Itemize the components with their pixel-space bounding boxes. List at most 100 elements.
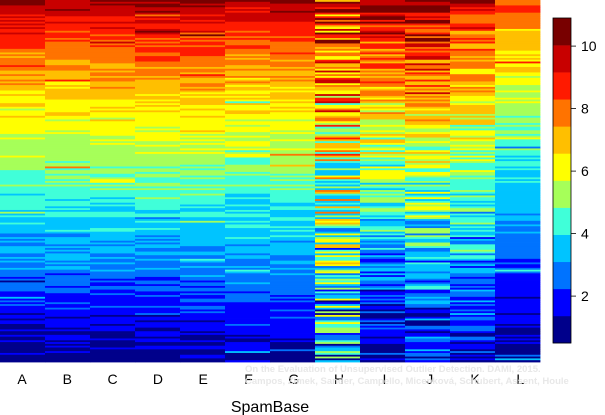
heatmap-cell — [405, 137, 451, 140]
heatmap-cell — [270, 173, 316, 176]
heatmap-cell — [180, 81, 226, 84]
heatmap-cell — [360, 260, 406, 263]
heatmap-cell — [0, 282, 46, 285]
heatmap-cell — [450, 117, 496, 120]
heatmap-cell — [495, 166, 541, 169]
heatmap-cell — [360, 182, 406, 186]
heatmap-cell — [225, 50, 271, 53]
heatmap-cell — [180, 74, 226, 77]
heatmap-cell — [225, 298, 271, 301]
heatmap-cell — [315, 228, 361, 231]
heatmap-cell — [180, 276, 226, 280]
heatmap-cell — [225, 65, 271, 68]
heatmap-cell — [315, 90, 361, 93]
x-tick-label: L — [516, 371, 524, 387]
heatmap-cell — [135, 291, 181, 294]
heatmap-cell — [315, 152, 361, 155]
x-tick-label: B — [63, 371, 72, 387]
heatmap-cell — [450, 285, 496, 289]
heatmap-cell — [225, 271, 271, 274]
heatmap-cell — [495, 30, 541, 33]
heatmap-cell — [45, 57, 91, 61]
heatmap-cell — [0, 47, 46, 50]
heatmap-cell — [360, 331, 406, 334]
heatmap-cell — [360, 336, 406, 339]
heatmap-cell — [135, 52, 181, 55]
heatmap-cell — [360, 170, 406, 173]
heatmap-cell — [405, 7, 451, 10]
heatmap-cell — [450, 333, 496, 336]
heatmap-cell — [495, 21, 541, 24]
heatmap-cell — [0, 309, 46, 312]
heatmap-cell — [45, 135, 91, 138]
heatmap-cell — [495, 191, 541, 195]
heatmap-cell — [495, 360, 541, 363]
heatmap-cell — [450, 269, 496, 272]
heatmap-cell — [90, 132, 136, 135]
heatmap-cell — [315, 162, 361, 166]
heatmap-cell — [90, 202, 136, 205]
heatmap-cell — [135, 77, 181, 81]
heatmap-cell — [360, 41, 406, 44]
heatmap-cell — [360, 233, 406, 236]
heatmap-cell — [45, 228, 91, 231]
heatmap-cell — [0, 112, 46, 115]
heatmap-cell — [90, 184, 136, 187]
heatmap-cell — [180, 108, 226, 111]
heatmap-cell — [225, 219, 271, 222]
heatmap-cell — [405, 159, 451, 162]
heatmap-cell — [495, 141, 541, 144]
heatmap-cell — [45, 253, 91, 256]
heatmap-cell — [315, 88, 361, 91]
heatmap-cell — [90, 323, 136, 327]
heatmap-cell — [405, 97, 451, 100]
heatmap-cell — [135, 92, 181, 95]
heatmap-cell — [270, 133, 316, 137]
heatmap-cell — [315, 128, 361, 131]
heatmap-cell — [270, 137, 316, 140]
heatmap-cell — [135, 94, 181, 97]
heatmap-cell — [495, 175, 541, 178]
heatmap-cell — [180, 331, 226, 334]
heatmap-cell — [90, 220, 136, 224]
heatmap-cell — [405, 23, 451, 26]
heatmap-cell — [225, 213, 271, 216]
heatmap-cell — [495, 318, 541, 321]
heatmap-cell — [360, 153, 406, 157]
heatmap-cell — [90, 222, 136, 225]
heatmap-cell — [225, 72, 271, 75]
heatmap-cell — [180, 94, 226, 97]
heatmap-cell — [405, 115, 451, 119]
heatmap-cell — [45, 34, 91, 37]
heatmap-cell — [495, 182, 541, 186]
heatmap-cell — [135, 235, 181, 238]
heatmap-cell — [270, 175, 316, 178]
heatmap-cell — [225, 233, 271, 236]
heatmap-cell — [495, 148, 541, 151]
heatmap-cell — [315, 65, 361, 68]
heatmap-cell — [405, 103, 451, 106]
heatmap-cell — [0, 106, 46, 109]
heatmap-cell — [495, 219, 541, 222]
heatmap-cell — [225, 139, 271, 142]
heatmap-cell — [180, 202, 226, 205]
heatmap-cell — [135, 43, 181, 46]
heatmap-cell — [360, 63, 406, 66]
heatmap-cell — [450, 338, 496, 341]
heatmap-cell — [495, 115, 541, 119]
heatmap-cell — [450, 235, 496, 238]
heatmap-cell — [405, 162, 451, 166]
heatmap-cell — [270, 110, 316, 113]
heatmap-cell — [180, 124, 226, 128]
heatmap-cell — [495, 155, 541, 158]
heatmap-cell — [0, 249, 46, 252]
heatmap-cell — [0, 304, 46, 307]
heatmap-cell — [270, 220, 316, 224]
heatmap-cell — [405, 242, 451, 245]
heatmap-cell — [225, 141, 271, 144]
heatmap-cell — [405, 215, 451, 218]
heatmap-cell — [360, 86, 406, 90]
heatmap-cell — [45, 266, 91, 269]
heatmap-cell — [270, 5, 316, 8]
heatmap-cell — [495, 273, 541, 276]
